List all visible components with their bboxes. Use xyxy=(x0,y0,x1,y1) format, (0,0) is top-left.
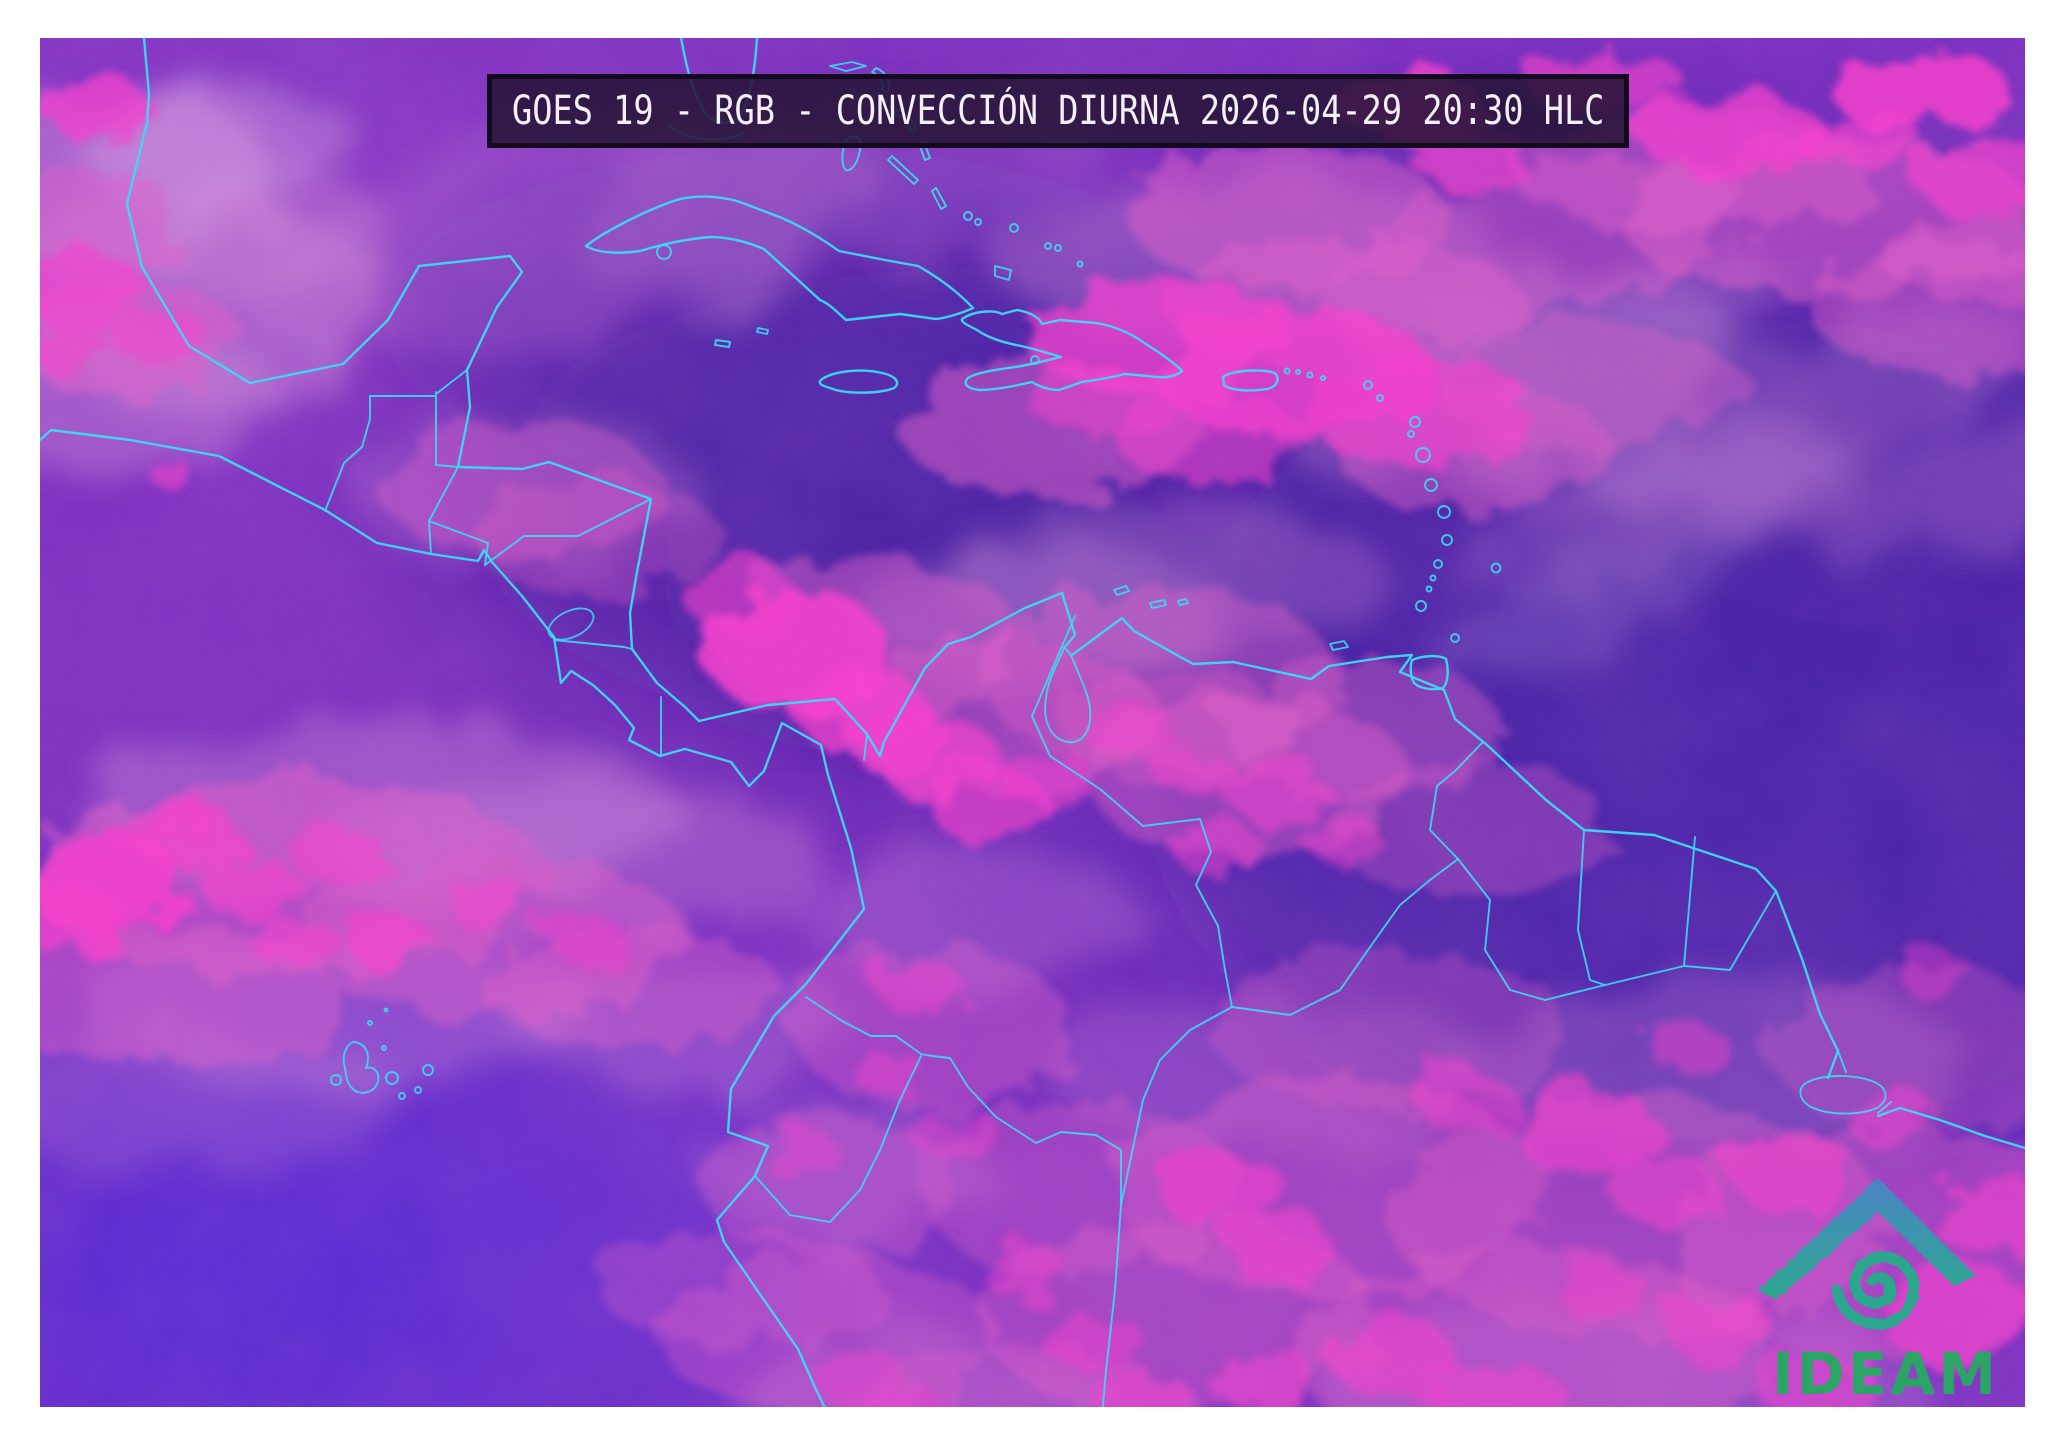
border-peru-brazil xyxy=(1102,1204,1122,1407)
border-colombia-peru xyxy=(931,1055,1122,1206)
border-honduras-elsalvador xyxy=(428,466,489,566)
border-colombia-venezuela xyxy=(1031,615,1233,1008)
border-guyana-venezuela xyxy=(1429,741,1484,860)
satellite-map-image: GOES 19 - RGB - CONVECCIÓN DIURNA 2026-0… xyxy=(40,38,2025,1407)
border-guyana-brazil xyxy=(1457,858,1546,1001)
coastline-gonave xyxy=(1030,355,1040,365)
coastline-hispaniola xyxy=(960,308,1184,392)
coastline-lake-maracaibo xyxy=(1044,647,1092,743)
border-ecuador-peru xyxy=(754,1055,922,1223)
coastlines-layer xyxy=(40,38,2025,1407)
border-colombia-ecuador xyxy=(805,996,933,1057)
coastline-marajo xyxy=(1799,1050,1892,1115)
border-suriname-frenchguiana-brazil xyxy=(1544,836,1777,1001)
coastline-trinidad xyxy=(1409,654,1449,691)
satellite-scene xyxy=(40,38,2025,1407)
coastline-abc-islands xyxy=(1113,585,1189,609)
coastline-lake-nicaragua xyxy=(547,607,595,641)
border-panama-colombia xyxy=(863,734,868,761)
coastline-isla-juventud xyxy=(656,244,672,260)
coastline-caymans xyxy=(714,327,769,348)
coastline-puerto-rico xyxy=(1221,369,1279,392)
coastline-jamaica xyxy=(818,369,899,394)
coastline-pacific xyxy=(40,428,866,1407)
ideam-logo-text: IDEAM xyxy=(1772,1340,1999,1404)
title-banner: GOES 19 - RGB - CONVECCIÓN DIURNA 2026-0… xyxy=(487,74,1629,148)
border-honduras-nicaragua xyxy=(484,498,652,566)
grain-texture xyxy=(40,38,2025,1407)
border-guyana-suriname xyxy=(1577,829,1606,986)
coastline-cuba xyxy=(584,195,975,322)
border-venezuela-brazil xyxy=(1231,858,1459,1016)
ideam-logo: IDEAM xyxy=(1756,1172,2024,1404)
coastline-margarita xyxy=(1329,640,1349,651)
coastline-galapagos xyxy=(330,1007,434,1100)
border-nicaragua-costarica xyxy=(553,639,633,650)
hurricane-swirl-icon xyxy=(1831,1251,1920,1330)
title-banner-text: GOES 19 - RGB - CONVECCIÓN DIURNA 2026-0… xyxy=(511,88,1605,134)
border-colombia-brazil xyxy=(1120,1006,1233,1206)
roof-icon xyxy=(1758,1178,1976,1300)
coastline-lesser-antilles xyxy=(1283,367,1502,643)
border-guatemala-mexico-belize xyxy=(324,369,468,512)
